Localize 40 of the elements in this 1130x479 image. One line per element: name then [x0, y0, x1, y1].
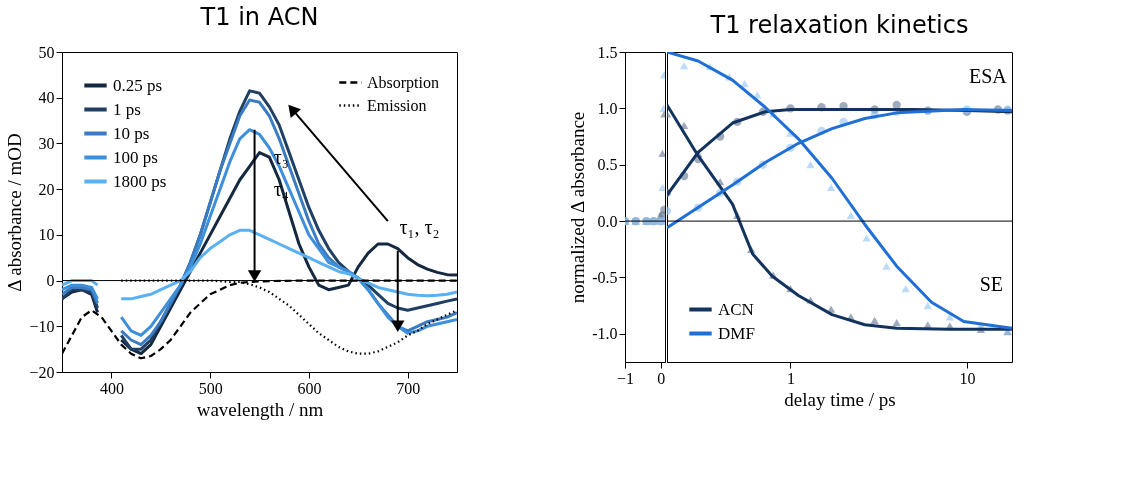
x-tick-label: 10 [959, 369, 976, 387]
y-tick-label: 20 [38, 180, 55, 198]
y-tick-label: 50 [38, 43, 55, 61]
x-axis-title: delay time / ps [784, 388, 896, 410]
x-tick-label: −1 [616, 369, 635, 387]
legend-label: DMF [718, 323, 755, 343]
x-tick-label: 600 [297, 379, 322, 397]
chart-title: T1 relaxation kinetics [709, 11, 969, 39]
x-tick-label: 0 [657, 369, 666, 387]
x-tick-label: 1 [786, 369, 795, 387]
y-axis-title: Δ absorbance / mOD [4, 133, 26, 292]
annotation: SE [979, 272, 1003, 295]
y-tick-label: 0.5 [597, 156, 618, 174]
y-tick-label: 40 [38, 89, 55, 107]
y-tick-label: −10 [29, 317, 55, 335]
legend-label: 1 ps [113, 99, 141, 119]
legend-label: 0.25 ps [113, 75, 163, 95]
chart-title: T1 in ACN [199, 3, 319, 31]
y-tick-label: -1.0 [592, 325, 618, 343]
y-tick-label: 1.0 [597, 99, 618, 117]
y-tick-label: 30 [38, 134, 55, 152]
x-axis-title: wavelength / nm [196, 398, 324, 420]
x-tick-label: 400 [99, 379, 124, 397]
annotation: ESA [968, 64, 1008, 87]
annotation: τ₁, τ₂ [399, 216, 440, 238]
legend-label: 100 ps [113, 147, 158, 167]
legend-label: ACN [718, 299, 754, 319]
y-axis-title: normalized Δ absorbance [567, 111, 589, 304]
y-tick-label: -0.5 [592, 268, 618, 286]
y-tick-label: 0.0 [597, 212, 618, 230]
legend-label: Absorption [367, 73, 439, 92]
y-tick-label: 0 [46, 272, 55, 290]
y-tick-label: 10 [38, 226, 55, 244]
legend-label: 10 ps [113, 123, 150, 143]
legend-label: Emission [367, 96, 427, 114]
y-tick-label: 1.5 [597, 43, 618, 61]
x-tick-label: 700 [396, 379, 421, 397]
x-tick-label: 500 [198, 379, 223, 397]
y-tick-label: −20 [29, 363, 55, 381]
legend-label: 1800 ps [113, 171, 167, 191]
